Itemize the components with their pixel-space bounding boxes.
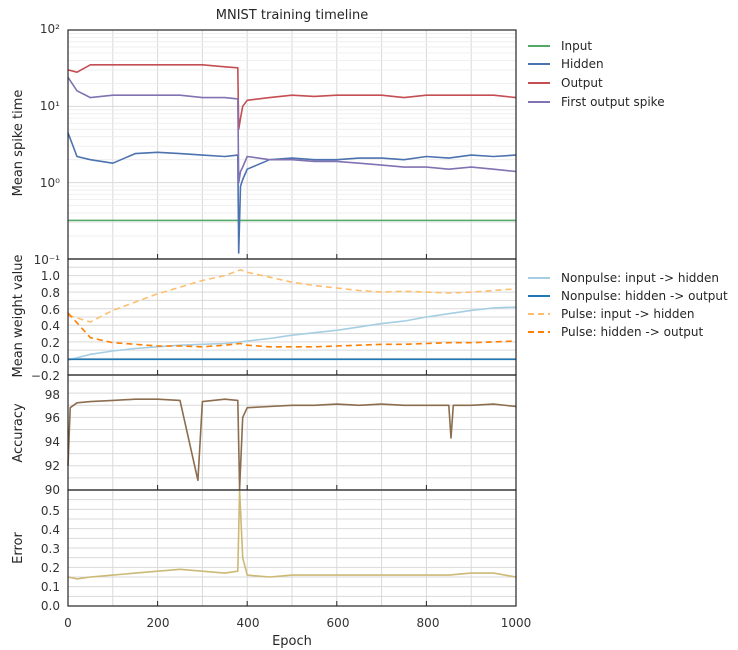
legend-entry: Pulse: hidden -> output: [561, 325, 704, 339]
x-tick-label: 1000: [501, 616, 532, 630]
legend-weight: Nonpulse: input -> hidden Nonpulse: hidd…: [528, 271, 728, 339]
legend-entry: Output: [561, 76, 603, 90]
legend-spike-time: Input Hidden Output First output spike: [528, 39, 665, 109]
series-line-nonpulse-input-hidden: [67, 306, 517, 361]
y-tick-label: 92: [45, 459, 60, 473]
y-tick-label: 94: [45, 435, 60, 449]
legend-entry: Pulse: input -> hidden: [561, 307, 695, 321]
y-tick-label: 0.0: [41, 599, 60, 613]
y-tick-label: 0.8: [41, 286, 60, 300]
x-tick-label: 200: [147, 616, 170, 630]
series-line-output: [67, 64, 517, 131]
series-line-first-output-spike: [67, 76, 517, 184]
y-axis-label-error: Error: [11, 532, 26, 564]
legend-entry: Hidden: [561, 57, 604, 71]
plot-frame: [67, 489, 517, 607]
y-tick-label: −0.2: [31, 369, 60, 383]
y-axis-label-weight: Mean weight value: [11, 254, 26, 377]
legend-entry: First output spike: [561, 95, 665, 109]
legend-entry: Nonpulse: input -> hidden: [561, 271, 719, 285]
y-tick-label: 0.4: [41, 319, 60, 333]
y-axis-label-spike-time: Mean spike time: [11, 90, 26, 197]
x-tick-label: 400: [237, 616, 260, 630]
y-axis-label-accuracy: Accuracy: [11, 403, 26, 463]
series-line-pulse-hidden-output: [67, 312, 517, 348]
legend-entry: Input: [561, 39, 592, 53]
x-tick-label: 600: [327, 616, 350, 630]
y-tick-label: 0.5: [41, 504, 60, 518]
chart-title: MNIST training timeline: [216, 8, 368, 23]
y-tick-label: 0.2: [41, 561, 60, 575]
series-line-hidden: [67, 132, 517, 254]
x-tick-label: 800: [417, 616, 440, 630]
y-tick-label: 0.2: [41, 336, 60, 350]
y-tick-label: 10¹: [40, 99, 60, 113]
y-tick-label: 0.0: [41, 352, 60, 366]
y-tick-label: 0.4: [41, 523, 60, 537]
y-tick-label: 10⁰: [40, 176, 60, 190]
y-tick-label: 96: [45, 411, 60, 425]
y-tick-label: 10⁻¹: [34, 253, 61, 267]
series-line-panel3-0: [67, 489, 517, 580]
y-tick-label: 98: [45, 388, 60, 402]
x-tick-label: 0: [64, 616, 72, 630]
y-tick-label: 1.0: [41, 269, 60, 283]
y-tick-label: 0.1: [41, 580, 60, 594]
panels: [67, 29, 517, 607]
series-line-pulse-input-hidden: [67, 268, 517, 323]
y-tick-label: 10²: [40, 22, 60, 36]
x-axis-label: Epoch: [272, 634, 312, 649]
y-tick-label: 0.6: [41, 303, 60, 317]
legend-entry: Nonpulse: hidden -> output: [561, 289, 728, 303]
y-tick-label: 90: [45, 483, 60, 497]
series-line-panel2-0: [67, 398, 517, 490]
x-axis: 0 200 400 600 800 1000: [64, 616, 531, 630]
y-tick-label: 0.3: [41, 542, 60, 556]
